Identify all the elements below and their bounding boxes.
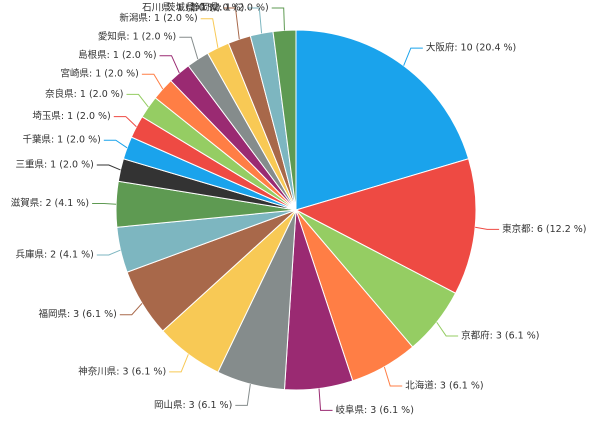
leader-line <box>200 18 219 48</box>
leader-line <box>159 55 180 74</box>
leader-line <box>119 302 143 316</box>
data-label: 三重県: 1 (2.0 %) <box>15 159 93 171</box>
data-label: 埼玉県: 1 (2.0 %) <box>32 110 110 122</box>
leader-line <box>179 36 199 60</box>
leader-line <box>247 7 263 34</box>
leader-line <box>96 249 121 256</box>
leader-line <box>403 47 423 66</box>
leader-line <box>318 388 333 411</box>
data-label: 千葉県: 1 (2.0 %) <box>22 134 100 146</box>
data-label: 滋賀県: 2 (4.1 %) <box>11 197 89 209</box>
pie-slice <box>295 29 470 211</box>
data-label: 福岡県: 3 (6.1 %) <box>38 308 116 320</box>
leader-line <box>96 164 121 171</box>
pie-slice <box>294 158 477 294</box>
data-label: 愛知県: 1 (2.0 %) <box>98 31 176 43</box>
data-label: 北海道: 3 (6.1 %) <box>405 380 483 392</box>
data-label: 奈良県: 1 (2.0 %) <box>45 88 123 100</box>
leader-line <box>436 321 459 337</box>
data-label: 神奈川県: 3 (6.1 %) <box>78 365 166 377</box>
leader-line <box>141 73 164 90</box>
leader-line <box>113 116 137 128</box>
leader-line <box>169 354 189 373</box>
data-label: 石川県: 1 (2.0 %) <box>142 3 220 14</box>
leader-line <box>235 384 251 406</box>
data-label: 静岡県: 1 (2.0 %) <box>190 2 268 14</box>
data-label: 京都府: 3 (6.1 %) <box>461 329 539 341</box>
data-label: 兵庫県: 2 (4.1 %) <box>15 248 93 260</box>
data-label: 岐阜県: 3 (6.1 %) <box>336 404 414 416</box>
data-label: 岡山県: 3 (6.1 %) <box>154 400 232 411</box>
leader-line <box>271 7 285 31</box>
data-label: 新潟県: 1 (2.0 %) <box>119 12 197 24</box>
data-label: 宮崎県: 1 (2.0 %) <box>61 68 139 80</box>
leader-line <box>383 366 403 387</box>
data-label: 茨城県: 1 (2.0 %) <box>166 2 244 14</box>
leader-line <box>126 93 149 108</box>
leader-line <box>475 226 500 230</box>
leader-line <box>92 203 117 205</box>
leader-line <box>103 139 128 149</box>
data-label: 東京都: 6 (12.2 %) <box>502 223 586 235</box>
leader-line <box>223 7 240 40</box>
data-label: 島根県: 1 (2.0 %) <box>78 49 156 61</box>
data-label: 大阪府: 10 (20.4 %) <box>426 42 516 54</box>
